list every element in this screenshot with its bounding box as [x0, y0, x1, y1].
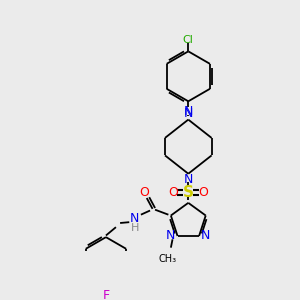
Text: S: S — [183, 184, 194, 200]
Text: Cl: Cl — [183, 35, 194, 45]
Text: N: N — [201, 230, 210, 242]
Text: N: N — [184, 105, 193, 118]
Text: N: N — [184, 107, 193, 120]
Text: O: O — [168, 185, 178, 199]
Text: O: O — [198, 185, 208, 199]
Text: CH₃: CH₃ — [158, 254, 177, 264]
Text: N: N — [130, 212, 139, 225]
Text: N: N — [166, 230, 176, 242]
Text: O: O — [139, 186, 149, 199]
Text: F: F — [102, 289, 110, 300]
Text: H: H — [131, 223, 139, 233]
Text: N: N — [184, 173, 193, 186]
